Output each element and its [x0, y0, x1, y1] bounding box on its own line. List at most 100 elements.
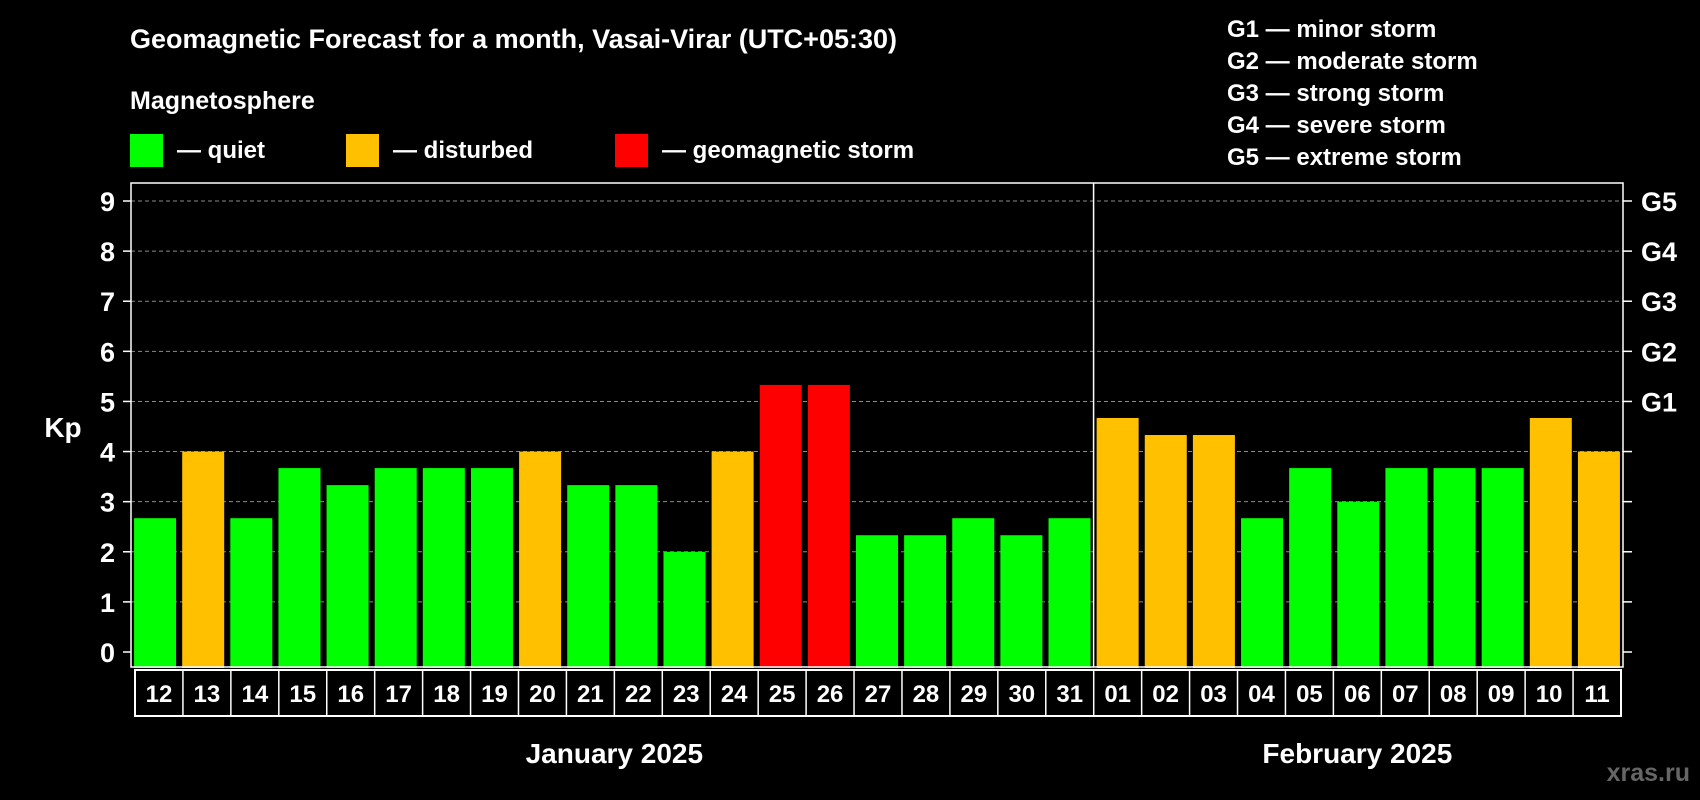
- storm-level-G1: G1: [1641, 387, 1677, 417]
- bar-20: [519, 451, 562, 668]
- bar-15: [278, 468, 321, 668]
- bar-08: [1433, 468, 1476, 668]
- y-tick-label: 1: [100, 588, 115, 618]
- x-tick-label-19: 19: [481, 681, 508, 708]
- bar-06: [1337, 501, 1380, 668]
- x-tick-label-01: 01: [1104, 681, 1131, 708]
- y-tick-label: 6: [100, 337, 115, 367]
- bar-17: [374, 468, 417, 668]
- bars: [134, 384, 1620, 668]
- x-tick-label-09: 09: [1488, 681, 1515, 708]
- bar-14: [230, 518, 273, 668]
- storm-level-G5: G5: [1641, 187, 1677, 217]
- x-tick-label-11: 11: [1584, 681, 1609, 708]
- bar-09: [1481, 468, 1524, 668]
- bar-21: [567, 485, 610, 668]
- month-label-0: January 2025: [526, 738, 703, 769]
- y-tick-label: 3: [100, 488, 115, 518]
- x-tick-label-31: 31: [1056, 681, 1083, 708]
- y-tick-label: 8: [100, 237, 115, 267]
- bar-22: [615, 485, 658, 668]
- storm-scale-legend: G1 — minor storm G2 — moderate storm G3 — …: [1227, 16, 1478, 171]
- x-tick-label-04: 04: [1248, 681, 1275, 708]
- x-tick-label-16: 16: [337, 681, 364, 708]
- x-tick-label-24: 24: [721, 681, 748, 708]
- bar-04: [1241, 518, 1284, 668]
- x-tick-label-12: 12: [146, 681, 173, 708]
- x-tick-label-15: 15: [289, 681, 316, 708]
- bar-12: [134, 518, 177, 668]
- x-tick-label-21: 21: [577, 681, 604, 708]
- legend-label-1: — disturbed: [393, 137, 533, 164]
- chart-title: Geomagnetic Forecast for a month, Vasai-…: [130, 24, 897, 54]
- y-tick-label: 4: [100, 438, 115, 468]
- legend-swatch-2: [615, 134, 648, 167]
- x-tick-label-18: 18: [433, 681, 460, 708]
- x-tick-label-02: 02: [1152, 681, 1179, 708]
- y-axis: 0 1 2 3 4 5 6 7 8 9: [100, 187, 131, 668]
- bar-18: [422, 468, 465, 668]
- storm-scale-item-4: G5 — extreme storm: [1227, 144, 1462, 171]
- x-tick-label-20: 20: [529, 681, 556, 708]
- bar-16: [326, 485, 369, 668]
- legend-label-0: — quiet: [177, 137, 265, 164]
- storm-scale-item-3: G4 — severe storm: [1227, 112, 1446, 139]
- x-axis: 12 13 14 15 16 17 18 19 20 21 22 23 24 25 26 27 28 29 30 31…: [134, 669, 1622, 717]
- x-tick-label-17: 17: [385, 681, 412, 708]
- x-tick-label-03: 03: [1200, 681, 1227, 708]
- storm-level-G2: G2: [1641, 337, 1677, 367]
- x-tick-label-10: 10: [1536, 681, 1563, 708]
- bar-27: [856, 535, 898, 668]
- x-tick-label-25: 25: [769, 681, 796, 708]
- legend-swatch-1: [346, 134, 379, 167]
- x-axis-box: [134, 669, 1622, 717]
- x-tick-label-07: 07: [1392, 681, 1419, 708]
- month-labels: January 2025 February 2025: [526, 738, 1453, 769]
- bar-23: [663, 551, 706, 668]
- storm-level-G3: G3: [1641, 287, 1677, 317]
- bar-26: [807, 384, 850, 668]
- x-tick-label-22: 22: [625, 681, 652, 708]
- storm-level-axis: G1 G2 G3 G4 G5: [1623, 187, 1677, 653]
- legend-heading: Magnetosphere: [130, 87, 315, 115]
- storm-scale-item-1: G2 — moderate storm: [1227, 48, 1478, 75]
- plot-frame: [130, 182, 1624, 668]
- legend: — quiet — disturbed — geomagnetic storm: [130, 134, 914, 167]
- bar-29: [952, 518, 995, 668]
- y-tick-label: 0: [100, 638, 115, 668]
- bar-11: [1577, 451, 1620, 668]
- legend-swatch-0: [130, 134, 163, 167]
- bar-13: [182, 451, 225, 668]
- x-tick-label-29: 29: [961, 681, 988, 708]
- bar-07: [1385, 468, 1428, 668]
- storm-level-G4: G4: [1641, 237, 1677, 267]
- legend-label-2: — geomagnetic storm: [662, 137, 914, 164]
- bar-30: [1000, 535, 1043, 668]
- bar-19: [470, 468, 513, 668]
- bar-10: [1529, 417, 1572, 668]
- bar-28: [904, 535, 947, 668]
- x-tick-label-14: 14: [241, 681, 268, 708]
- x-tick-label-28: 28: [913, 681, 940, 708]
- bar-24: [711, 451, 754, 668]
- x-tick-label-06: 06: [1344, 681, 1371, 708]
- bar-03: [1192, 435, 1235, 668]
- month-label-1: February 2025: [1262, 738, 1452, 769]
- x-tick-label-26: 26: [817, 681, 844, 708]
- y-tick-label: 2: [100, 538, 115, 568]
- x-tick-label-23: 23: [673, 681, 700, 708]
- bar-05: [1289, 468, 1332, 668]
- x-tick-label-05: 05: [1296, 681, 1323, 708]
- y-tick-label: 9: [100, 187, 115, 217]
- bar-01: [1096, 417, 1139, 668]
- bar-31: [1048, 518, 1091, 668]
- watermark: xras.ru: [1607, 759, 1690, 787]
- x-tick-label-30: 30: [1008, 681, 1035, 708]
- bar-02: [1144, 435, 1187, 668]
- x-tick-label-13: 13: [194, 681, 221, 708]
- y-axis-label: Kp: [44, 412, 81, 443]
- x-tick-label-08: 08: [1440, 681, 1467, 708]
- storm-scale-item-2: G3 — strong storm: [1227, 80, 1444, 107]
- y-tick-label: 7: [100, 287, 115, 317]
